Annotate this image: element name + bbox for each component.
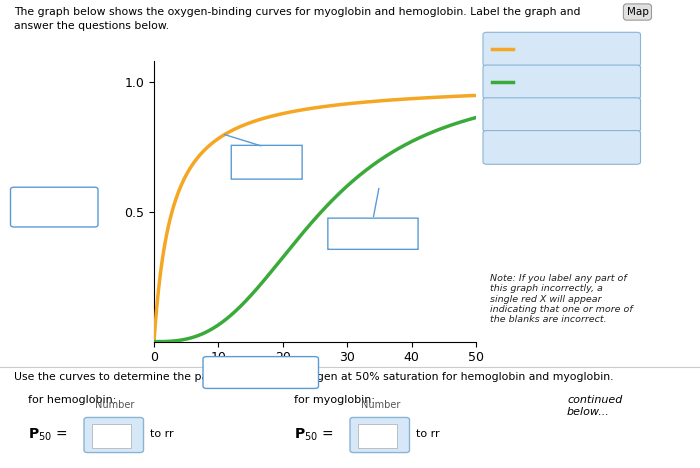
Text: Map: Map bbox=[626, 7, 648, 17]
Text: Use the curves to determine the partial pressure of oxygen at 50% saturation for: Use the curves to determine the partial … bbox=[14, 372, 613, 382]
FancyBboxPatch shape bbox=[328, 218, 418, 249]
Text: $\mathbf{P}_{50}$ =: $\mathbf{P}_{50}$ = bbox=[28, 426, 68, 443]
Text: Number: Number bbox=[94, 400, 134, 410]
Text: answer the questions below.: answer the questions below. bbox=[14, 21, 169, 31]
Text: to rr: to rr bbox=[416, 429, 440, 439]
Text: for myoglobin:: for myoglobin: bbox=[294, 395, 375, 405]
Text: continued
below...: continued below... bbox=[567, 395, 622, 417]
FancyBboxPatch shape bbox=[231, 146, 302, 179]
Text: for hemoglobin:: for hemoglobin: bbox=[28, 395, 116, 405]
Text: The graph below shows the oxygen-binding curves for myoglobin and hemoglobin. La: The graph below shows the oxygen-binding… bbox=[14, 7, 580, 17]
Text: to rr: to rr bbox=[150, 429, 174, 439]
Text: Number: Number bbox=[360, 400, 400, 410]
Text: $\mathbf{P}_{50}$ =: $\mathbf{P}_{50}$ = bbox=[294, 426, 334, 443]
Text: O₂ pressure (torr): O₂ pressure (torr) bbox=[495, 110, 586, 120]
Text: Myoglobin curve: Myoglobin curve bbox=[518, 77, 604, 87]
Text: Hemoglobin curve: Hemoglobin curve bbox=[518, 44, 613, 54]
Text: Saturation: Saturation bbox=[495, 142, 550, 153]
Text: Note: If you label any part of
this graph incorrectly, a
single red X will appea: Note: If you label any part of this grap… bbox=[490, 274, 633, 324]
